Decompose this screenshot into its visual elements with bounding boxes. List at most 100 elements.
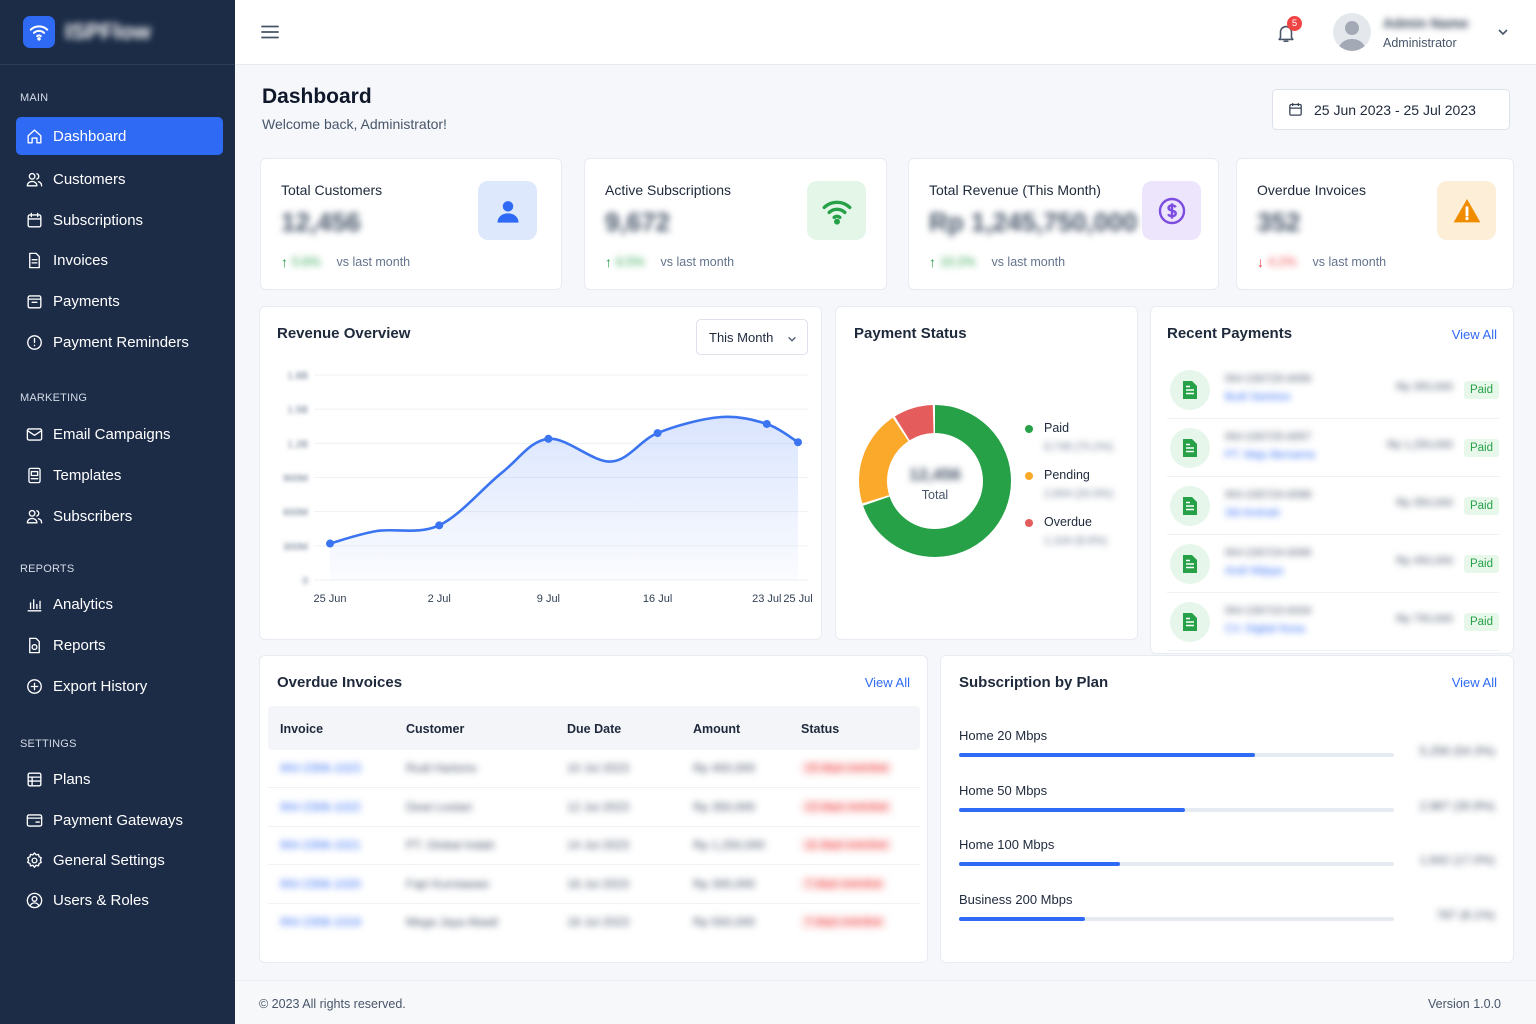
arrow-down-icon: ↓ bbox=[1257, 254, 1264, 270]
sidebar-item-label: Invoices bbox=[53, 251, 109, 269]
sidebar-item-customers[interactable]: Customers bbox=[16, 160, 223, 198]
topbar: 5 Admin Name Administrator bbox=[235, 0, 1536, 65]
status-badge: Paid bbox=[1463, 555, 1499, 573]
sidebar-item-invoices[interactable]: Invoices bbox=[16, 241, 223, 279]
subscription-by-plan-card: Subscription by Plan View All Home 20 Mb… bbox=[940, 655, 1514, 963]
payment-item[interactable]: INV-230725-0056 Budi Santoso Rp 350,000 Pai… bbox=[1167, 361, 1499, 419]
sidebar-item-label: Customers bbox=[53, 170, 126, 188]
y-tick-label: 1.8B bbox=[287, 371, 308, 382]
table-row[interactable]: INV-2306-1020 Fajri Kurniawan 18 Jul 2023 R… bbox=[268, 866, 920, 904]
customer-name: Fajri Kurniawan bbox=[406, 876, 490, 891]
mail-icon bbox=[24, 424, 44, 444]
payment-invoice: INV-230723-0034 bbox=[1225, 605, 1312, 617]
customer-name: Mega Jaya Abadi bbox=[406, 915, 499, 929]
view-all-link[interactable]: View All bbox=[1451, 327, 1497, 342]
due-date: 14 Jul 2023 bbox=[567, 838, 630, 852]
view-all-link[interactable]: View All bbox=[1451, 675, 1497, 690]
stat-change: 4.2% bbox=[1268, 255, 1297, 269]
stat-value: 9,672 bbox=[605, 207, 671, 237]
sidebar-item-plans[interactable]: Plans bbox=[16, 760, 223, 798]
legend-label: Pending bbox=[1044, 468, 1090, 482]
payment-item[interactable]: INV-230723-0034 CV. Digital Nusa Rp 750,00… bbox=[1167, 593, 1499, 651]
data-point[interactable] bbox=[435, 521, 444, 530]
stat-value: 12,456 bbox=[281, 207, 361, 237]
plan-progress-track bbox=[959, 862, 1394, 866]
amount: Rp 450,000 bbox=[693, 761, 756, 775]
sidebar-item-payment-reminders[interactable]: Payment Reminders bbox=[16, 323, 223, 361]
plan-progress-track bbox=[959, 753, 1394, 757]
invoice-number[interactable]: INV-2306-1023 bbox=[280, 761, 361, 775]
data-point[interactable] bbox=[326, 539, 334, 548]
menu-toggle-icon[interactable] bbox=[260, 22, 280, 42]
sidebar-item-label: General Settings bbox=[53, 851, 165, 869]
sidebar-item-payment-gateways[interactable]: Payment Gateways bbox=[16, 801, 223, 839]
legend-detail: 8,748 (70.2%) bbox=[1044, 441, 1114, 453]
period-select[interactable]: This Month bbox=[696, 319, 808, 355]
revenue-line bbox=[329, 415, 799, 545]
period-select-value: This Month bbox=[709, 329, 774, 345]
document-icon bbox=[1170, 602, 1210, 642]
plan-progress-track bbox=[959, 916, 1394, 921]
donut-slice-paid[interactable] bbox=[859, 405, 1011, 557]
sidebar-item-dashboard[interactable]: Dashboard bbox=[16, 117, 223, 155]
due-date: 18 Jul 2023 bbox=[567, 915, 630, 929]
invoice-number[interactable]: INV-2306-1019 bbox=[280, 915, 361, 929]
section-reports: REPORTS bbox=[20, 563, 75, 575]
sidebar-item-label: Export History bbox=[53, 677, 148, 695]
data-point[interactable] bbox=[794, 438, 802, 447]
stat-card-subscriptions: Active Subscriptions 9,672 ↑ 6.5% vs las… bbox=[584, 158, 887, 290]
sidebar-item-general-settings[interactable]: General Settings bbox=[16, 841, 223, 879]
payment-customer: Andi Wijaya bbox=[1225, 565, 1284, 577]
donut-slice-pending[interactable] bbox=[859, 405, 1011, 557]
roles-icon bbox=[24, 890, 44, 910]
invoice-number[interactable]: INV-2306-1022 bbox=[280, 799, 361, 814]
section-marketing: MARKETING bbox=[20, 392, 88, 404]
table-header: Invoice Customer Due Date Amount Status bbox=[268, 706, 920, 750]
donut-total-label: Total bbox=[921, 488, 949, 502]
invoice-number[interactable]: INV-2306-1021 bbox=[280, 838, 361, 852]
date-range-picker[interactable]: 25 Jun 2023 - 25 Jul 2023 bbox=[1272, 89, 1510, 130]
sidebar-item-payments[interactable]: Payments bbox=[16, 282, 223, 320]
payment-amount: Rp 750,000 bbox=[1396, 613, 1453, 625]
page-title: Dashboard bbox=[262, 85, 372, 108]
payment-item[interactable]: INV-230724-0099 Andi Wijaya Rp 450,000 Paid bbox=[1167, 535, 1499, 593]
plan-progress-fill bbox=[959, 916, 1086, 921]
col-invoice: Invoice bbox=[280, 722, 324, 736]
sidebar-item-reports[interactable]: Reports bbox=[16, 626, 223, 664]
sidebar-item-email-campaigns[interactable]: Email Campaigns bbox=[16, 415, 223, 453]
payment-item[interactable]: INV-230725-0057 PT. Maju Bersama Rp 1,250,… bbox=[1167, 419, 1499, 477]
list-icon bbox=[24, 769, 44, 789]
invoice-number[interactable]: INV-2306-1020 bbox=[280, 876, 361, 891]
sidebar-item-subscriptions[interactable]: Subscriptions bbox=[16, 201, 223, 239]
legend-label: Overdue bbox=[1044, 515, 1092, 529]
recent-payments-card: Recent Payments View All INV-230725-0056… bbox=[1150, 306, 1514, 654]
notifications-button[interactable]: 5 bbox=[1275, 16, 1302, 45]
card-title: Subscription by Plan bbox=[959, 674, 1109, 691]
section-main: MAIN bbox=[20, 92, 49, 104]
document-icon bbox=[1170, 486, 1210, 526]
data-point[interactable] bbox=[653, 429, 662, 438]
sidebar-item-templates[interactable]: Templates bbox=[16, 456, 223, 494]
sidebar-item-export-history[interactable]: Export History bbox=[16, 667, 223, 705]
due-date: 18 Jul 2023 bbox=[567, 876, 630, 891]
brand[interactable]: ISPFlow bbox=[0, 0, 235, 65]
due-date: 10 Jul 2023 bbox=[567, 761, 630, 775]
user-menu[interactable]: Admin Name Administrator bbox=[1333, 13, 1513, 53]
sidebar-item-label: Templates bbox=[53, 466, 122, 484]
view-all-link[interactable]: View All bbox=[864, 675, 910, 690]
sidebar-item-users-roles[interactable]: Users & Roles bbox=[16, 881, 223, 919]
table-row[interactable]: INV-2306-1022 Dewi Lestari 12 Jul 2023 Rp 3… bbox=[268, 789, 920, 827]
sidebar-item-subscribers[interactable]: Subscribers bbox=[16, 497, 223, 535]
stat-note: vs last month bbox=[1312, 255, 1387, 269]
table-row[interactable]: INV-2306-1023 Rudi Hartono 10 Jul 2023 Rp 4… bbox=[268, 750, 920, 788]
payment-item[interactable]: INV-230724-0098 Siti Aminah Rp 350,000 Paid bbox=[1167, 477, 1499, 535]
data-point[interactable] bbox=[762, 419, 771, 428]
brand-name: ISPFlow bbox=[65, 19, 151, 44]
table-row[interactable]: INV-2306-1019 Mega Jaya Abadi 18 Jul 2023 R… bbox=[268, 904, 920, 942]
payment-status-donut bbox=[859, 405, 1011, 557]
table-row[interactable]: INV-2306-1021 PT. Global Indah 14 Jul 2023… bbox=[268, 827, 920, 865]
data-point[interactable] bbox=[544, 434, 553, 443]
status-badge: Paid bbox=[1463, 439, 1499, 457]
sidebar-item-analytics[interactable]: Analytics bbox=[16, 585, 223, 623]
legend-dot bbox=[1025, 425, 1033, 433]
